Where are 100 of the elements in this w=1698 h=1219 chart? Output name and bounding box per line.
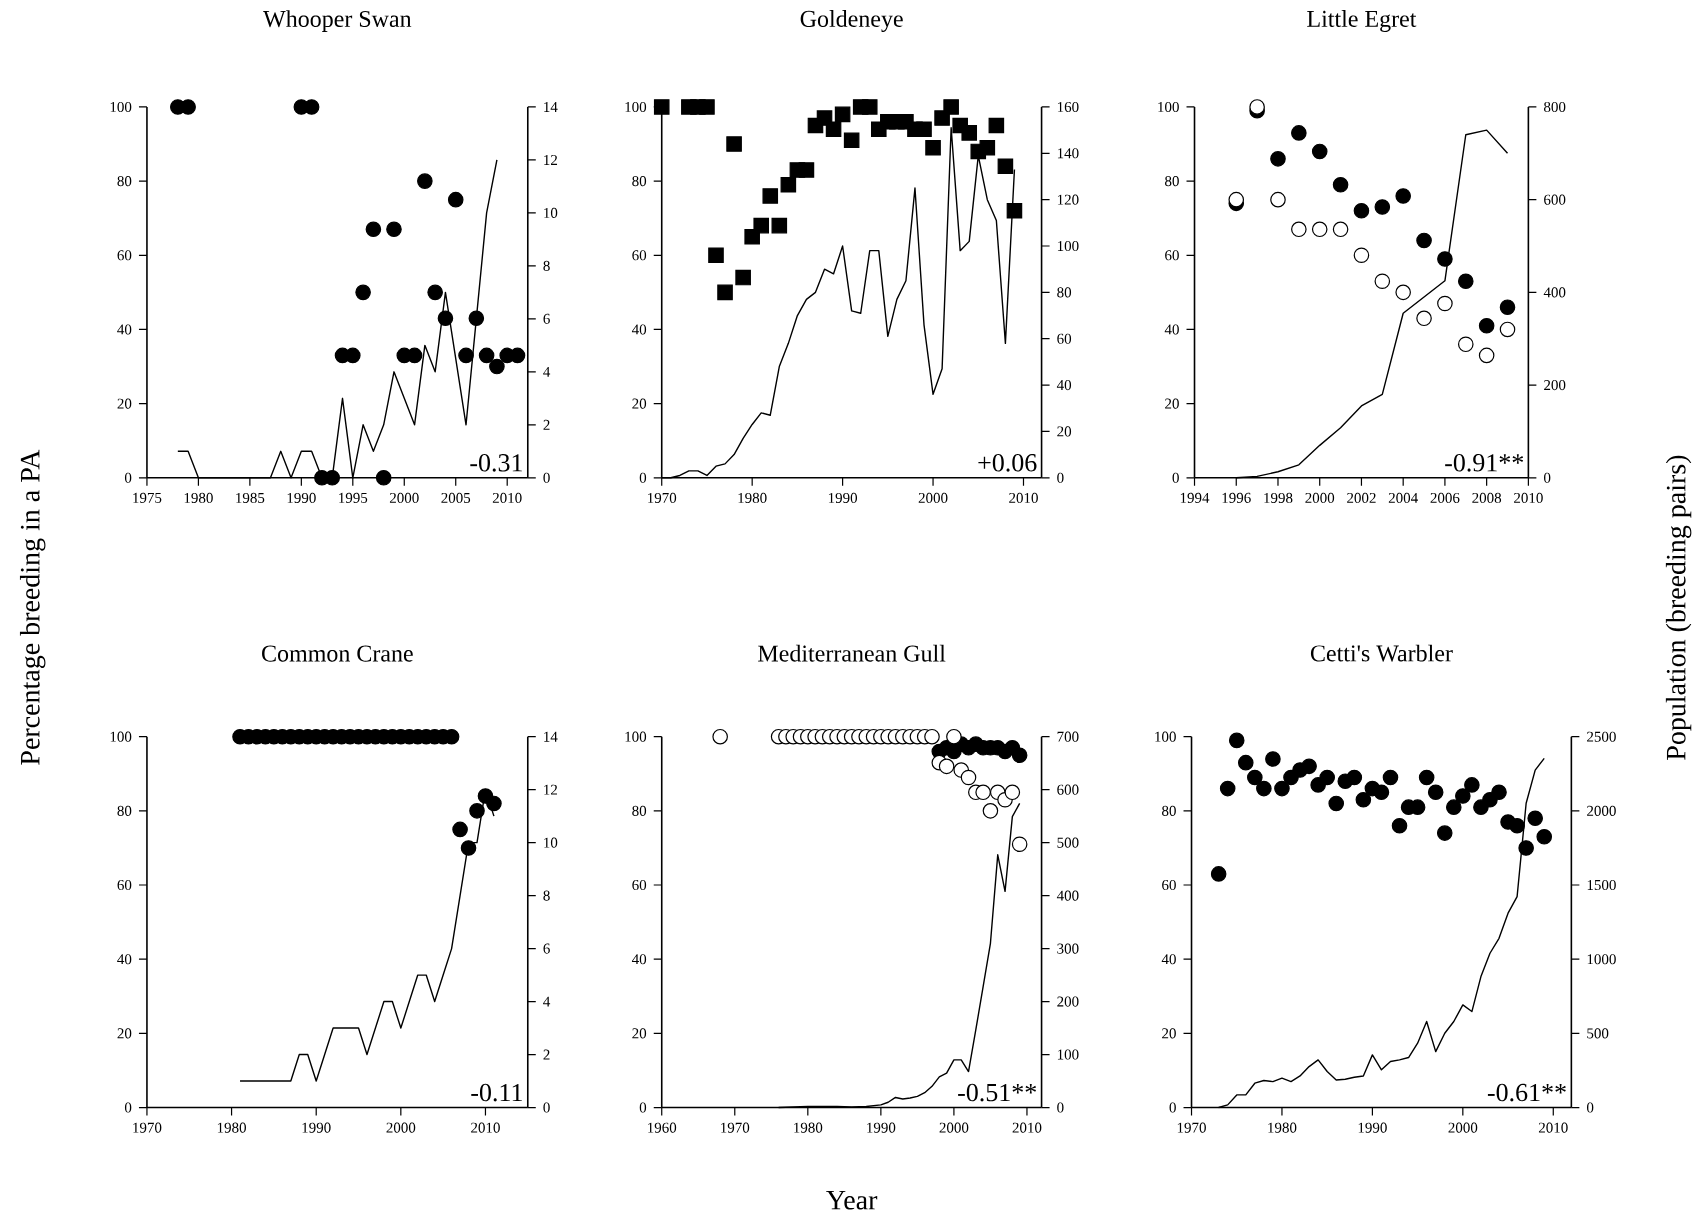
x-tick-label: 1980 [1268, 1122, 1297, 1133]
y-axis-title: Percentage breeding in a PA [19, 449, 46, 765]
x-tick-label: 1970 [1177, 1122, 1206, 1133]
y2-tick-label: 6 [543, 943, 550, 954]
y2-tick-label: 500 [1057, 837, 1079, 848]
y-tick-label: 20 [117, 1028, 132, 1039]
x-axis-title: Year [826, 1190, 878, 1210]
y2-tick-label: 600 [1057, 784, 1079, 795]
y2-tick-label: 10 [544, 207, 558, 218]
y-tick-label: 100 [110, 101, 132, 112]
x-tick-label: 2010 [1009, 492, 1038, 503]
x-tick-label: 1998 [1264, 492, 1293, 503]
y2-tick-label: 1000 [1587, 953, 1616, 965]
y-tick-label: 60 [1162, 879, 1176, 890]
x-tick-label: 1970 [133, 1122, 162, 1133]
y-tick-label: 60 [117, 879, 132, 890]
y-tick-label: 40 [631, 953, 647, 965]
y2-tick-label: 6 [543, 313, 550, 324]
y-tick-label: 20 [1165, 398, 1179, 409]
y-tick-label: 40 [1164, 324, 1179, 335]
annotation: +0.06 [978, 453, 1037, 472]
x-tick-label: 2010 [1514, 492, 1543, 503]
y2-tick-label: 0 [1057, 1102, 1064, 1113]
x-tick-label: 1990 [287, 492, 316, 503]
x-tick-label: 1980 [794, 1122, 823, 1133]
annotation: -0.11 [471, 1083, 522, 1102]
annotation: -0.61** [1487, 1083, 1566, 1102]
y-tick-label: 20 [1162, 1028, 1176, 1039]
y2-tick-label: 60 [1057, 333, 1072, 344]
x-tick-label: 2000 [386, 1122, 416, 1133]
y-tick-label: 80 [117, 175, 132, 186]
y-tick-label: 80 [632, 175, 647, 186]
y-tick-label: 0 [639, 1102, 647, 1113]
x-tick-label: 1990 [302, 1122, 331, 1133]
x-tick-label: 1975 [133, 492, 162, 503]
y-tick-label: 60 [117, 249, 132, 261]
y2-tick-label: 140 [1057, 148, 1079, 159]
x-tick-label: 2000 [939, 1122, 969, 1133]
annotation: -0.91** [1445, 453, 1524, 472]
y-tick-label: 100 [625, 731, 647, 742]
y-tick-label: 60 [632, 249, 647, 261]
x-tick-label: 1980 [217, 1122, 246, 1133]
y2-tick-label: 2500 [1587, 731, 1616, 742]
y2-tick-label: 400 [1543, 287, 1566, 298]
y2-tick-label: 0 [1544, 472, 1551, 483]
annotation: -0.31 [470, 453, 522, 472]
y2-tick-label: 4 [543, 366, 551, 377]
x-tick-label: 2010 [1538, 1122, 1568, 1133]
x-tick-label: 2005 [441, 492, 471, 503]
x-tick-label: 1996 [1222, 492, 1251, 503]
y2-tick-label: 500 [1587, 1028, 1609, 1039]
y2-tick-label: 2 [543, 419, 550, 430]
y2-tick-label: 0 [543, 1102, 550, 1113]
y-tick-label: 0 [639, 472, 647, 483]
y2-tick-label: 700 [1057, 731, 1079, 742]
x-tick-label: 2006 [1430, 492, 1460, 503]
y2-tick-label: 400 [1056, 890, 1079, 901]
x-tick-label: 1960 [648, 1122, 677, 1133]
y2-tick-label: 0 [543, 472, 550, 483]
x-tick-label: 1980 [184, 492, 213, 503]
y2-tick-label: 12 [544, 154, 558, 165]
chart-title: Whooper Swan [263, 9, 412, 32]
x-tick-label: 2010 [1012, 1122, 1042, 1133]
y2-tick-label: 600 [1544, 194, 1566, 205]
annotation: -0.51** [958, 1083, 1037, 1102]
y2-tick-label: 4 [543, 996, 551, 1007]
y2-tick-label: 1500 [1587, 879, 1616, 890]
x-tick-label: 2010 [471, 1122, 500, 1133]
y-tick-label: 20 [117, 398, 132, 409]
y-tick-label: 0 [1169, 1102, 1176, 1113]
y2-tick-label: 200 [1544, 379, 1566, 390]
y-tick-label: 80 [632, 805, 647, 816]
x-tick-label: 2000 [1448, 1122, 1478, 1133]
y-tick-label: 100 [1155, 731, 1176, 742]
chart-title: Little Egret [1307, 9, 1417, 32]
y2-tick-label: 100 [1057, 240, 1079, 251]
y-tick-label: 100 [625, 101, 647, 112]
chart-title: Common Crane [262, 645, 413, 662]
y2-tick-label: 40 [1056, 379, 1072, 390]
y2-tick-label: 14 [544, 731, 558, 742]
y-tick-label: 40 [1161, 953, 1176, 965]
chart-title: Cetti's Warbler [1310, 644, 1453, 662]
x-tick-label: 1990 [828, 492, 858, 503]
y2-tick-label: 100 [1057, 1049, 1079, 1060]
y2-tick-label: 0 [1586, 1102, 1594, 1113]
y2-tick-label: 0 [1057, 472, 1064, 483]
y2-tick-label: 800 [1544, 101, 1566, 112]
y-tick-label: 20 [632, 1028, 647, 1039]
y2-tick-label: 160 [1057, 101, 1079, 112]
chart-title: Mediterranean Gull [758, 644, 946, 662]
y2-tick-label: 200 [1057, 996, 1079, 1007]
x-tick-label: 1980 [738, 492, 767, 503]
x-tick-label: 2008 [1472, 492, 1502, 503]
x-tick-label: 2010 [492, 492, 522, 503]
x-tick-label: 2000 [918, 492, 948, 503]
y-tick-label: 100 [110, 731, 132, 742]
x-tick-label: 2002 [1347, 492, 1376, 503]
x-tick-label: 1995 [339, 492, 368, 503]
y-tick-label: 40 [117, 953, 132, 965]
x-tick-label: 2000 [389, 492, 419, 503]
